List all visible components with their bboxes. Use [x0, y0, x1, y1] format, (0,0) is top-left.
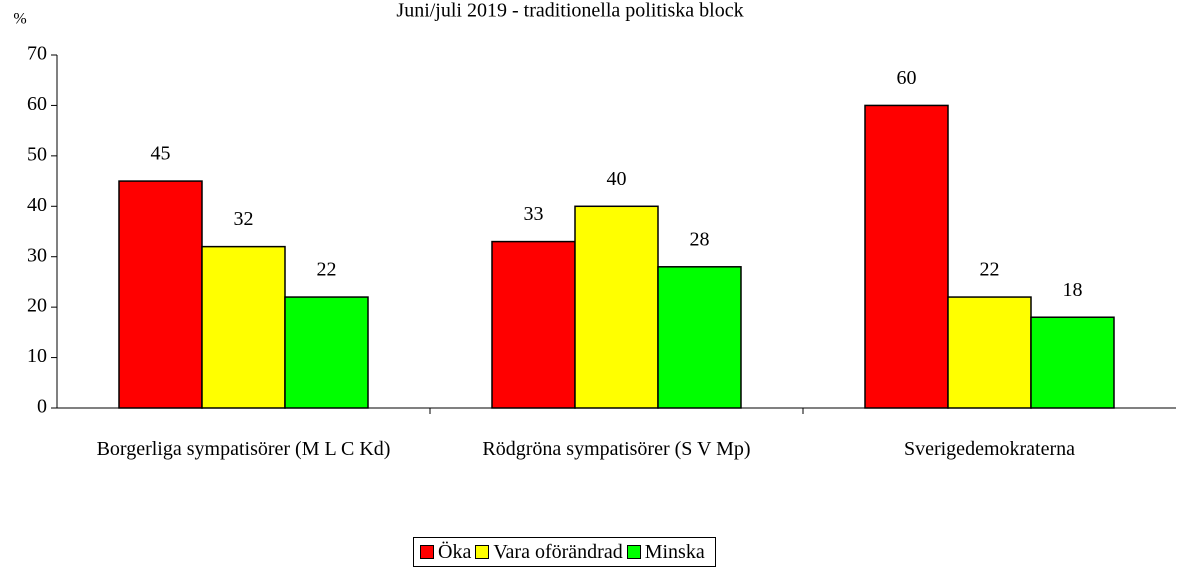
- data-label: 22: [980, 259, 1000, 281]
- bar: [864, 104, 949, 409]
- bar: [947, 296, 1032, 409]
- legend-item: Minska: [626, 540, 705, 564]
- data-label: 45: [151, 143, 171, 165]
- data-label: 33: [524, 203, 544, 225]
- x-tick-label: Borgerliga sympatisörer (M L C Kd): [96, 438, 391, 460]
- data-label: 28: [690, 228, 710, 250]
- x-tick-label: Sverigedemokraterna: [903, 438, 1076, 460]
- chart-title: Juni/juli 2019 - traditionella politiska…: [396, 0, 743, 22]
- bar: [657, 266, 742, 409]
- y-tick-label: 0: [37, 396, 47, 418]
- data-label: 32: [234, 208, 254, 230]
- bar: [574, 205, 659, 409]
- bar: [491, 240, 576, 409]
- y-tick-label: 20: [27, 295, 47, 317]
- legend-swatch: [626, 545, 641, 559]
- data-label: 40: [607, 168, 627, 190]
- data-label: 18: [1063, 279, 1083, 301]
- legend-label: Vara oförändrad: [493, 540, 623, 563]
- y-tick-label: 40: [27, 194, 47, 216]
- data-label: 60: [897, 67, 917, 89]
- legend-label: Öka: [438, 540, 472, 563]
- bar: [201, 245, 286, 409]
- y-tick-label: 50: [27, 143, 47, 165]
- legend-item: Öka: [420, 541, 471, 564]
- bar: [1030, 316, 1115, 409]
- data-label: 22: [317, 259, 337, 281]
- y-tick-label: 30: [27, 244, 47, 266]
- y-tick-label: 70: [27, 43, 47, 65]
- bar: [118, 180, 203, 409]
- bar: [284, 296, 369, 409]
- x-tick-label: Rödgröna sympatisörer (S V Mp): [482, 438, 751, 460]
- legend-swatch: [420, 545, 434, 559]
- y-tick-label: 10: [27, 345, 47, 367]
- legend-item: Vara oförändrad: [475, 540, 623, 564]
- legend-swatch: [475, 545, 490, 559]
- y-axis-label: %: [13, 11, 26, 28]
- legend: Öka Vara oförändrad Minska: [413, 537, 716, 567]
- legend-label: Minska: [644, 540, 705, 563]
- y-tick-label: 60: [27, 93, 47, 115]
